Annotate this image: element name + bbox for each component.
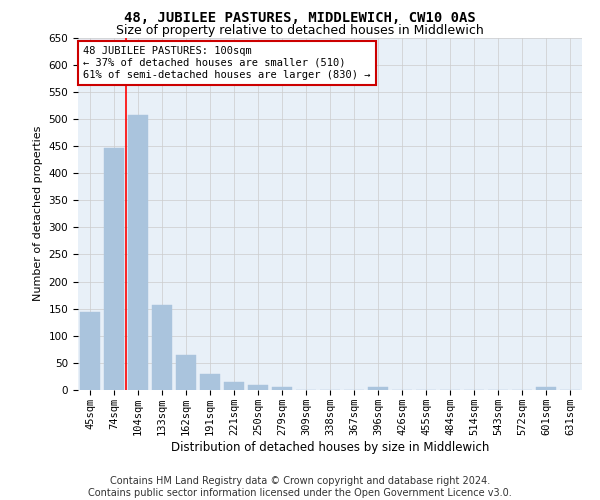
Bar	[152, 305, 172, 390]
Bar	[128, 115, 148, 390]
Bar	[200, 374, 220, 390]
Bar	[176, 355, 196, 390]
Text: 48, JUBILEE PASTURES, MIDDLEWICH, CW10 0AS: 48, JUBILEE PASTURES, MIDDLEWICH, CW10 0…	[124, 11, 476, 25]
Text: Contains HM Land Registry data © Crown copyright and database right 2024.
Contai: Contains HM Land Registry data © Crown c…	[88, 476, 512, 498]
Text: 48 JUBILEE PASTURES: 100sqm
← 37% of detached houses are smaller (510)
61% of se: 48 JUBILEE PASTURES: 100sqm ← 37% of det…	[83, 46, 371, 80]
Bar	[224, 382, 244, 390]
Y-axis label: Number of detached properties: Number of detached properties	[33, 126, 43, 302]
X-axis label: Distribution of detached houses by size in Middlewich: Distribution of detached houses by size …	[171, 440, 489, 454]
Bar	[248, 385, 268, 390]
Bar	[272, 388, 292, 390]
Text: Size of property relative to detached houses in Middlewich: Size of property relative to detached ho…	[116, 24, 484, 37]
Bar	[80, 312, 100, 390]
Bar	[104, 148, 124, 390]
Bar	[368, 388, 388, 390]
Bar	[536, 388, 556, 390]
